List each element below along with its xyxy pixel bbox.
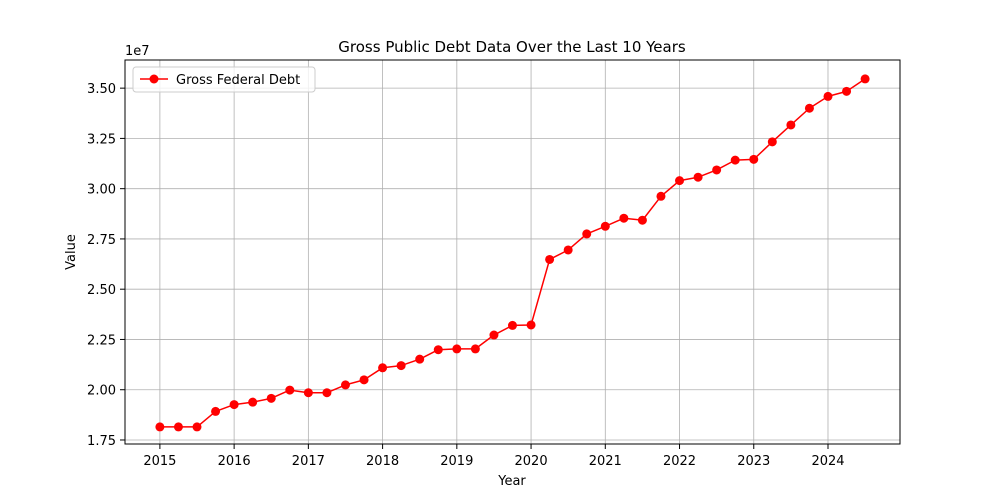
data-point bbox=[712, 165, 722, 175]
x-tick-label: 2019 bbox=[440, 454, 473, 469]
data-point bbox=[563, 245, 573, 255]
y-tick-label: 3.00 bbox=[87, 183, 116, 198]
data-point bbox=[767, 137, 777, 147]
data-point bbox=[285, 385, 295, 395]
y-tick-label: 2.00 bbox=[87, 384, 116, 399]
chart-title: Gross Public Debt Data Over the Last 10 … bbox=[338, 38, 686, 56]
tick-layer: 2015 2016 2017 2018 2019 2020 2021 2022 2023 2024… bbox=[87, 82, 844, 469]
data-point bbox=[508, 320, 517, 330]
grid-layer bbox=[125, 60, 900, 444]
data-point bbox=[192, 422, 202, 432]
data-point bbox=[211, 406, 221, 416]
x-axis-label: Year bbox=[497, 474, 526, 489]
data-point bbox=[804, 103, 814, 113]
data-point bbox=[266, 393, 276, 403]
y-tick-label: 1.75 bbox=[87, 434, 116, 449]
y-axis-label: Value bbox=[64, 234, 79, 270]
data-point bbox=[229, 400, 239, 410]
x-tick-label: 2024 bbox=[811, 454, 844, 469]
data-point bbox=[693, 172, 703, 182]
y-tick-label: 3.50 bbox=[87, 82, 116, 97]
data-point bbox=[359, 375, 369, 385]
y-tick-label: 2.75 bbox=[87, 233, 116, 248]
data-point bbox=[842, 86, 852, 96]
data-point bbox=[415, 354, 425, 364]
x-tick-label: 2018 bbox=[366, 454, 399, 469]
data-point bbox=[582, 229, 592, 239]
data-point bbox=[656, 191, 666, 201]
data-point bbox=[452, 344, 462, 354]
legend-marker-swatch bbox=[149, 74, 159, 84]
x-tick-label: 2023 bbox=[737, 454, 770, 469]
data-point bbox=[396, 361, 406, 371]
data-point bbox=[860, 74, 870, 84]
data-point bbox=[378, 363, 388, 373]
y-tick-label: 2.25 bbox=[87, 333, 116, 348]
data-point bbox=[545, 254, 555, 264]
data-point bbox=[730, 155, 740, 165]
data-point bbox=[637, 215, 647, 225]
plot-frame bbox=[124, 59, 901, 445]
x-tick-label: 2017 bbox=[292, 454, 325, 469]
x-tick-label: 2016 bbox=[218, 454, 251, 469]
data-point bbox=[248, 397, 258, 407]
x-tick-label: 2015 bbox=[143, 454, 176, 469]
y-tick-label: 3.25 bbox=[87, 132, 116, 147]
y-offset-label: 1e7 bbox=[125, 44, 150, 59]
y-tick-label: 2.50 bbox=[87, 283, 116, 298]
x-tick-label: 2021 bbox=[589, 454, 622, 469]
legend-label: Gross Federal Debt bbox=[176, 73, 300, 88]
data-point bbox=[749, 154, 759, 164]
data-point bbox=[675, 176, 685, 186]
data-point bbox=[155, 422, 165, 432]
data-point bbox=[470, 344, 480, 354]
data-point bbox=[786, 120, 796, 130]
data-point bbox=[340, 380, 350, 390]
data-point bbox=[526, 320, 536, 330]
x-tick-label: 2022 bbox=[663, 454, 696, 469]
data-point bbox=[303, 388, 313, 398]
data-point bbox=[433, 345, 443, 355]
legend-box bbox=[132, 66, 316, 93]
legend: Gross Federal Debt bbox=[132, 66, 316, 93]
data-point bbox=[173, 422, 183, 432]
series-line bbox=[159, 78, 866, 428]
data-point bbox=[600, 221, 610, 231]
data-point bbox=[489, 330, 499, 340]
data-point bbox=[823, 91, 833, 101]
series-layer bbox=[155, 74, 870, 432]
x-tick-label: 2020 bbox=[515, 454, 548, 469]
data-point bbox=[619, 213, 629, 223]
data-point bbox=[322, 388, 332, 398]
